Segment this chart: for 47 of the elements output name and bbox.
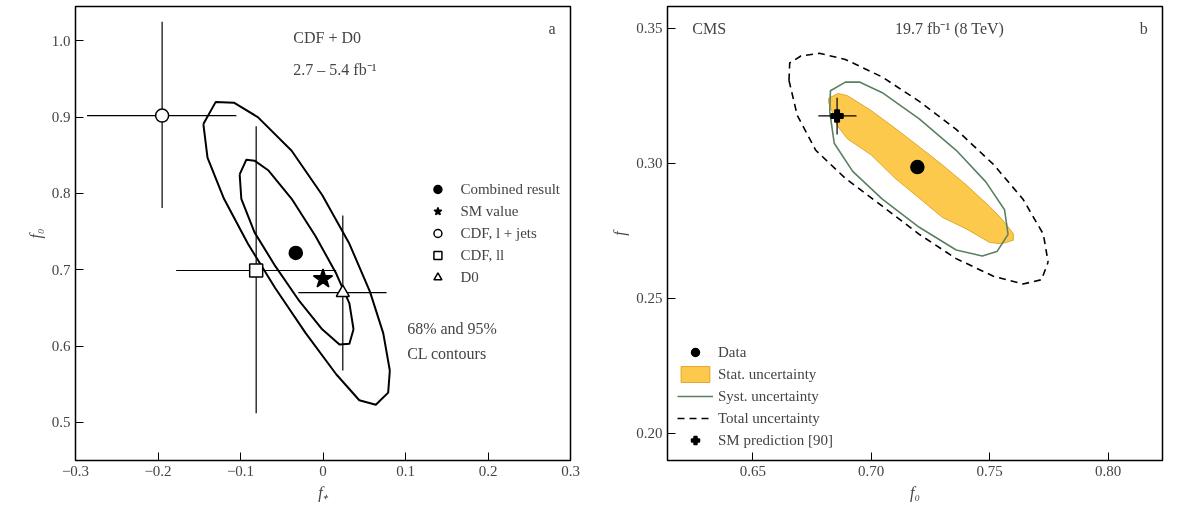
- legend-label: Combined result: [460, 180, 560, 198]
- annotation: CDF + D0: [293, 29, 361, 47]
- y-tick-label: 0.20: [636, 425, 663, 442]
- legend-label: SM prediction [90]: [718, 431, 833, 449]
- y-tick-label: 0.35: [636, 20, 663, 37]
- x-axis-title: f₀: [910, 483, 921, 502]
- point: [312, 268, 334, 288]
- x-tick-label: 0: [319, 462, 327, 479]
- x-tick-label: 0.3: [561, 462, 580, 479]
- y-axis-title: f₀: [26, 228, 45, 239]
- x-tick-label: 0.75: [976, 462, 1003, 479]
- legend-label: SM value: [460, 202, 519, 220]
- y-tick-label: 1.0: [51, 32, 71, 49]
- annotation: 19.7 fb⁻¹ (8 TeV): [895, 20, 1004, 39]
- y-tick-label: 0.30: [636, 155, 663, 172]
- legend-label: CDF, l + jets: [460, 224, 537, 242]
- legend-label: Total uncertainty: [718, 409, 820, 427]
- x-tick-label: 0.70: [858, 462, 885, 479]
- annotation: 68% and 95% CL contours: [407, 319, 497, 362]
- legend-label: CDF, ll: [460, 246, 505, 264]
- legend-label: Syst. uncertainty: [718, 387, 819, 405]
- legend-label: Stat. uncertainty: [718, 365, 817, 383]
- y-axis-title: f: [611, 228, 630, 236]
- point: [335, 284, 351, 298]
- point: [154, 108, 170, 123]
- y-tick-label: 0.9: [51, 109, 71, 126]
- x-tick-label: 0.1: [396, 462, 415, 479]
- x-tick-label: −0.3: [61, 462, 90, 479]
- x-axis-title: f₊: [318, 483, 329, 502]
- point: [248, 263, 264, 278]
- annotation: CMS: [692, 20, 727, 38]
- annotation: a: [548, 20, 556, 38]
- legend-label: Data: [718, 343, 747, 361]
- annotation: 2.7 – 5.4 fb⁻¹: [293, 60, 377, 78]
- y-tick-label: 0.5: [51, 414, 71, 431]
- y-tick-label: 0.8: [51, 185, 71, 202]
- x-tick-label: 0.65: [739, 462, 766, 479]
- x-tick-label: 0.2: [478, 462, 498, 479]
- annotation: b: [1139, 20, 1148, 38]
- x-tick-label: 0.80: [1094, 462, 1122, 479]
- point: [288, 245, 304, 261]
- x-tick-label: −0.1: [226, 462, 255, 479]
- y-tick-label: 0.7: [51, 261, 71, 278]
- y-tick-label: 0.6: [51, 338, 71, 355]
- x-tick-label: −0.2: [144, 462, 172, 479]
- legend-label: D0: [460, 268, 480, 286]
- y-tick-label: 0.25: [636, 290, 663, 307]
